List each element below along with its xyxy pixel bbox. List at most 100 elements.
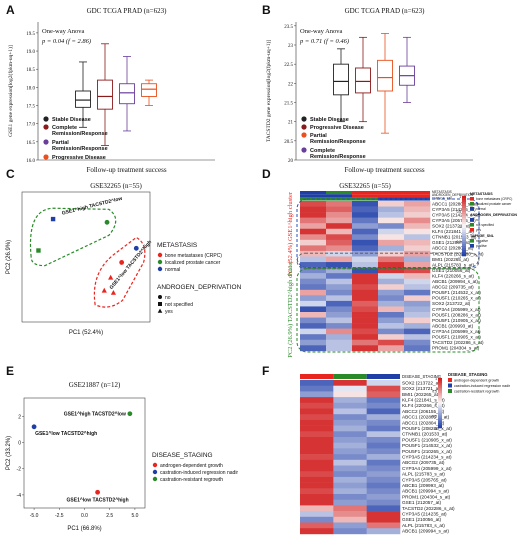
color-scale-step [438, 424, 442, 427]
panel-letter-C: C [6, 167, 15, 181]
color-scale-step [438, 381, 442, 384]
gene-label: CYP3A5 (214234_s_at) [402, 455, 452, 460]
color-scale-step [462, 230, 466, 233]
color-scale-step [462, 216, 466, 219]
y-tick-label: 17.0 [26, 123, 35, 128]
gene-label: ALPL (215783_s_at) [402, 472, 445, 477]
gene-label: SOX2 (213722_at) [402, 380, 442, 385]
legend-swatch [470, 223, 474, 227]
heatmap-cell [404, 201, 431, 207]
x-axis-label: Follow-up treatment success [344, 166, 424, 174]
legend-label: positive [476, 244, 487, 248]
legend-swatch [158, 295, 162, 299]
legend-label: Progressive Disease [52, 155, 106, 161]
gene-label: ABCC1 (202805_s_at) [402, 415, 450, 420]
legend-swatch [152, 476, 158, 482]
heatmap-cell [333, 494, 367, 500]
legend-swatch [301, 124, 307, 130]
gene-label: CTNNB1 (201533_at) [432, 235, 477, 240]
heatmap-cell [378, 323, 405, 329]
gene-label: SOX2 (213722_at) [432, 301, 471, 306]
heatmap-cell [404, 267, 431, 274]
heatmap-cell [352, 328, 379, 335]
color-scale-step [438, 403, 442, 405]
heatmap-cell [366, 505, 401, 512]
heatmap-cell [378, 228, 405, 235]
heatmap-cell [333, 499, 367, 506]
heatmap-cell [404, 312, 431, 318]
legend-label: Remission/Response [52, 131, 108, 137]
heatmap-cell [300, 437, 334, 443]
heatmap-cell [352, 262, 379, 268]
heatmap-cell [404, 289, 431, 296]
legend-label: no [476, 218, 480, 222]
color-scale-step [438, 379, 442, 382]
annotation-cell [326, 194, 352, 198]
heatmap-cell [333, 408, 367, 415]
y-axis-label: PC2 (33.2%) [6, 436, 12, 470]
annotation-cell [366, 374, 400, 379]
y-tick-label: 17.5 [26, 105, 35, 110]
color-scale-label: -0.5 [431, 415, 437, 419]
heatmap-cell [300, 312, 327, 318]
heatmap-cell [366, 465, 401, 472]
heatmap-cell [333, 397, 367, 404]
legend-swatch [157, 252, 163, 258]
heatmap-cell [352, 278, 379, 285]
heatmap-cell [300, 323, 327, 329]
heatmap-cell [352, 267, 379, 274]
gene-label: GSE1 (210056_at) [402, 517, 442, 522]
gene-label: PROM1 (204304_s_at) [402, 494, 451, 499]
heatmap-cell [326, 289, 353, 296]
pca-point [50, 216, 56, 222]
legend-swatch [470, 228, 474, 232]
gene-label: CTNNB1 (201533_at) [402, 432, 448, 437]
legend-label: Partial [52, 140, 69, 146]
color-scale-step [462, 238, 466, 241]
color-scale-step [438, 413, 442, 415]
heatmap-cell [333, 528, 367, 535]
x-tick-label: 5.0 [131, 513, 138, 519]
heatmap-cell [366, 482, 401, 489]
legend-label: castration-induced regression nadir [160, 470, 238, 476]
heatmap-cell [326, 317, 353, 324]
gene-label: CYP3A5 (214235_at) [402, 512, 447, 517]
pca-point [133, 245, 139, 251]
cluster-outline [296, 268, 480, 353]
color-scale-label: -0.5 [456, 240, 462, 244]
legend-label: bone metastases (CRPC) [165, 253, 222, 259]
legend-title: DISEASE_STAGING [448, 372, 487, 377]
color-scale-step [462, 248, 466, 251]
heatmap-cell [326, 323, 353, 329]
legend-swatch [157, 266, 163, 272]
heatmap-cell [326, 206, 353, 213]
heatmap-cell [378, 256, 405, 263]
color-scale-step [438, 418, 442, 420]
heatmap-cell [404, 239, 431, 246]
heatmap-cell [352, 306, 379, 313]
heatmap-cell [352, 201, 379, 207]
heatmap-cell [366, 431, 401, 438]
gene-label: ABCB1 (209993_at) [432, 323, 474, 328]
gene-label: TACSTD2 (202286_s_at) [432, 340, 484, 345]
color-scale-step [438, 419, 442, 422]
stat-method: One-way Anova [42, 28, 85, 35]
heatmap-cell [326, 339, 353, 346]
heatmap-cell [404, 256, 431, 263]
heatmap-cell [300, 494, 334, 500]
color-scale-label: 0.5 [457, 210, 462, 214]
heatmap-cell [300, 228, 327, 235]
heatmap-cell [378, 295, 405, 302]
legend-swatch [43, 124, 49, 130]
cluster-side-label: PC1 (52.4%) GSE1^high cluster [287, 191, 294, 276]
pca-point [95, 489, 101, 495]
heatmap-cell [300, 431, 334, 438]
color-scale-step [462, 236, 466, 239]
heatmap-cell [352, 323, 379, 329]
cluster-side-label: PC2 (26.9%) TACSTD2^high cluster [287, 260, 294, 358]
color-scale-label: 0.5 [432, 390, 437, 394]
heatmap-cell [352, 273, 379, 279]
color-scale-step [462, 222, 466, 225]
box-iqr [97, 79, 113, 110]
gene-label: POU5F1 (208286_x_at) [402, 426, 452, 431]
